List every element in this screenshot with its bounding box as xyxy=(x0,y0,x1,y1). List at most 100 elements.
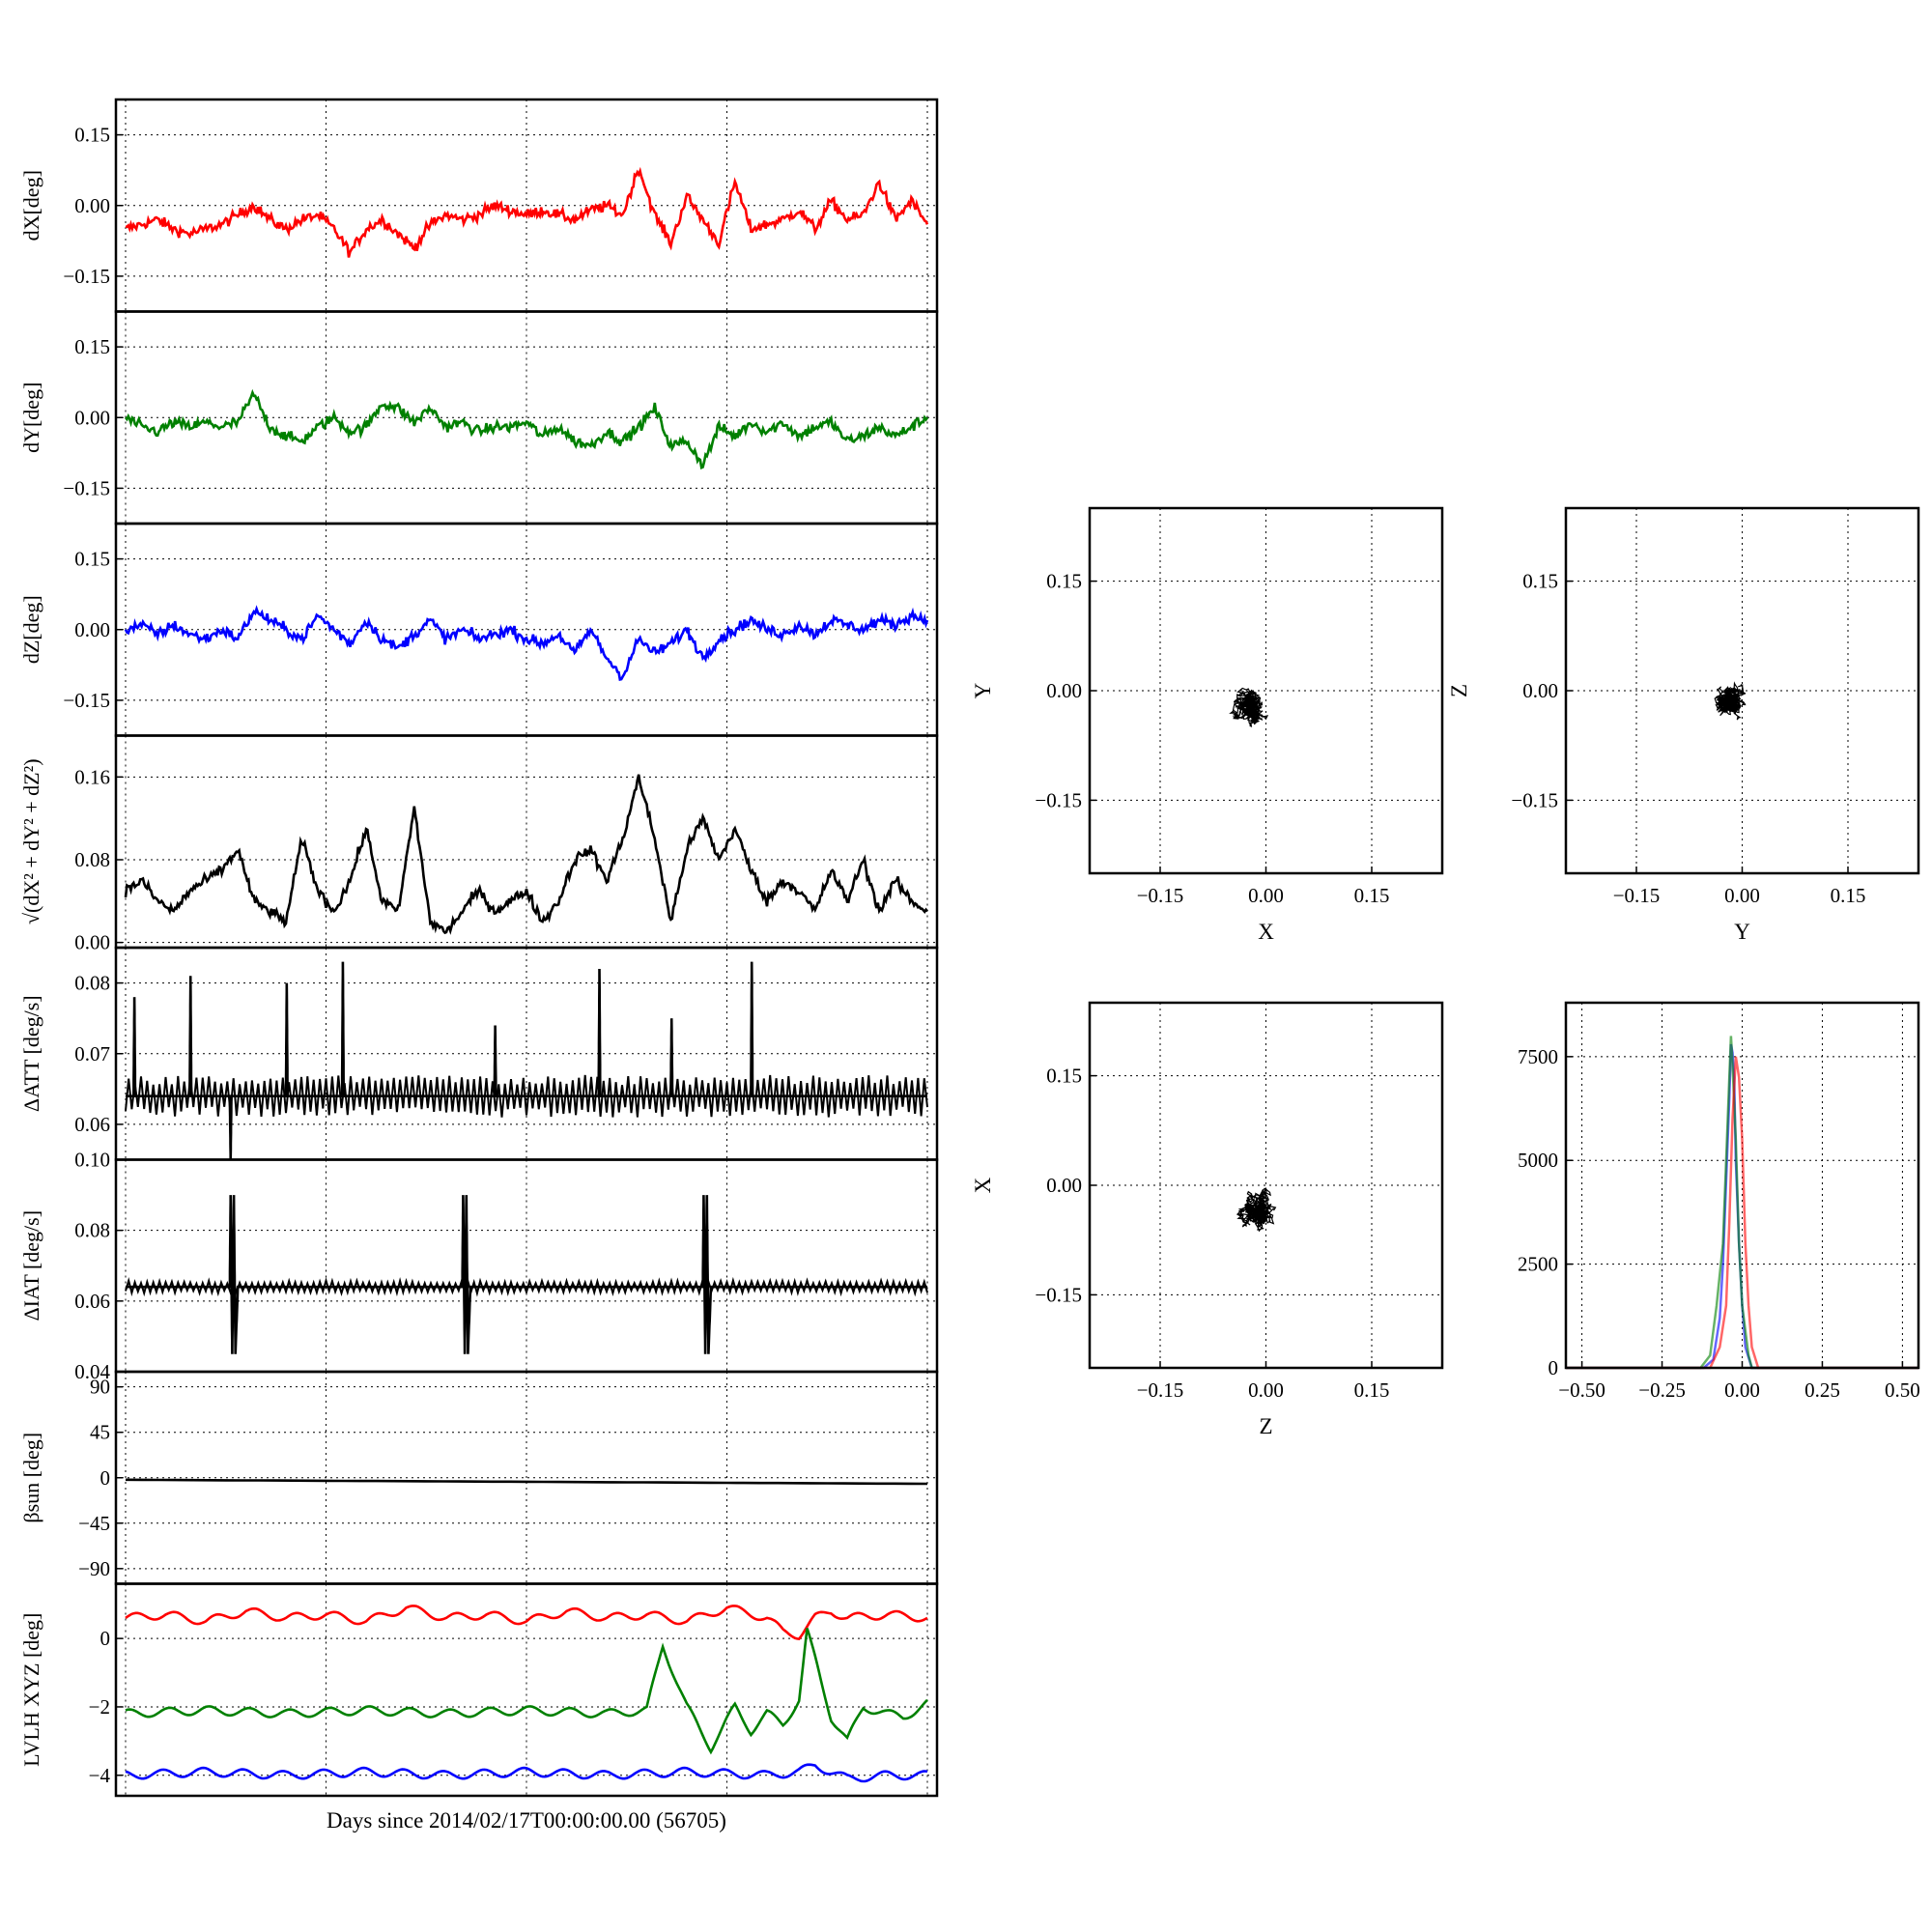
x-tick-label: 0.00 xyxy=(1724,884,1760,907)
scatter-trace xyxy=(1236,1186,1277,1233)
y-axis-label: ΔIAT [deg/s] xyxy=(19,1210,43,1321)
y-axis-label: Y xyxy=(971,682,995,698)
panel-mag: 0.16 0.08 0.00 √(dX² + dY² + dZ²) xyxy=(19,734,939,954)
series-line xyxy=(125,166,929,258)
x-tick-label: −0.50 xyxy=(1558,1378,1605,1402)
y-tick-label: 0.08 xyxy=(74,848,110,871)
y-tick-label: 45 xyxy=(90,1421,110,1444)
panel-lvlh: 0 −2 −4 LVLH XYZ [deg] xyxy=(19,1582,939,1798)
series-line xyxy=(124,774,929,935)
y-tick-label: 0.16 xyxy=(74,765,110,788)
x-axis-label: Y xyxy=(1734,920,1750,944)
y-tick-label: 0.00 xyxy=(1046,1174,1082,1197)
scatter-yz: −0.15 0.00 0.15 −0.15 0.00 0.15 Y Z xyxy=(1447,506,1920,944)
x-tick-label: 0.15 xyxy=(1354,884,1390,907)
y-tick-label: −0.15 xyxy=(1035,788,1082,811)
scatter-xy: −0.15 0.00 0.15 −0.15 0.00 0.15 X Y xyxy=(971,506,1444,944)
y-tick-label: 0 xyxy=(100,1466,111,1490)
y-axis-label: βsun [deg] xyxy=(19,1433,43,1523)
series-line xyxy=(125,1628,928,1755)
y-tick-label: 0.04 xyxy=(74,1360,110,1383)
y-tick-label: 0 xyxy=(1548,1356,1559,1379)
scatter-trace xyxy=(1714,681,1747,721)
panel-dy: 0.15 0.00 −0.15 dY[deg] xyxy=(19,310,939,526)
series-line xyxy=(125,1605,928,1640)
panel-frame xyxy=(1088,1001,1444,1370)
y-tick-label: −0.15 xyxy=(1511,788,1558,811)
y-axis-label: ΔATT [deg/s] xyxy=(19,995,43,1112)
y-tick-label: −0.15 xyxy=(1035,1283,1082,1306)
x-tick-label: −0.15 xyxy=(1613,884,1661,907)
scatter-panels: −0.15 0.00 0.15 −0.15 0.00 0.15 X Y −0.15 0.00 0.1… xyxy=(971,506,1920,1438)
y-tick-label: 0.00 xyxy=(74,931,110,954)
y-tick-label: 0.00 xyxy=(74,618,110,641)
x-tick-label: 0.15 xyxy=(1831,884,1866,907)
panel-diat: 0.10 0.08 0.06 0.04 ΔIAT [deg/s] xyxy=(19,1149,939,1383)
y-axis-label: dY[deg] xyxy=(19,383,43,453)
series-line xyxy=(124,605,929,681)
y-axis-label: dX[deg] xyxy=(19,170,43,241)
x-tick-label: 0.50 xyxy=(1885,1378,1920,1402)
y-tick-label: 0.15 xyxy=(1046,570,1082,593)
y-axis-label: dZ[deg] xyxy=(19,595,43,664)
series-line xyxy=(125,1478,928,1486)
y-tick-label: 0.00 xyxy=(1522,679,1558,702)
panel-frame xyxy=(1564,1001,1920,1370)
x-tick-label: 0.15 xyxy=(1354,1378,1390,1402)
y-tick-label: 0.15 xyxy=(1522,570,1558,593)
y-tick-label: −0.15 xyxy=(63,265,110,288)
panel-frame xyxy=(1564,506,1920,875)
series-line xyxy=(126,961,927,1160)
y-tick-label: 0.00 xyxy=(74,194,110,217)
y-axis-label: LVLH XYZ [deg] xyxy=(19,1613,43,1767)
y-tick-label: −90 xyxy=(78,1557,110,1580)
y-axis-label: √(dX² + dY² + dZ²) xyxy=(19,758,43,924)
x-tick-label: 0.25 xyxy=(1804,1378,1840,1402)
y-tick-label: 0.15 xyxy=(1046,1065,1082,1088)
y-tick-label: 0 xyxy=(100,1627,111,1650)
scatter-trace xyxy=(1229,687,1269,727)
y-tick-label: 0.06 xyxy=(74,1113,110,1136)
y-tick-label: 0.08 xyxy=(74,1219,110,1242)
y-tick-label: 2500 xyxy=(1518,1253,1558,1276)
y-tick-label: 0.15 xyxy=(74,335,110,358)
y-tick-label: 0.08 xyxy=(74,972,110,995)
panel-frame xyxy=(114,1582,939,1798)
x-tick-label: −0.15 xyxy=(1137,1378,1184,1402)
series-band xyxy=(125,1074,928,1118)
series-line xyxy=(126,1195,927,1354)
series-line xyxy=(125,1763,928,1783)
y-tick-label: 0.00 xyxy=(74,406,110,429)
y-tick-label: −0.15 xyxy=(63,476,110,499)
y-tick-label: 5000 xyxy=(1518,1149,1558,1172)
series-line xyxy=(124,388,929,469)
y-tick-label: −0.15 xyxy=(63,689,110,712)
hist-series xyxy=(1566,1056,1918,1370)
y-tick-label: −2 xyxy=(89,1695,110,1719)
panel-beta: 90 45 0 −45 −90 βsun [deg] xyxy=(19,1370,939,1585)
panel-frame xyxy=(1088,506,1444,875)
scatter-zx: −0.15 0.00 0.15 −0.15 0.00 0.15 Z X xyxy=(971,1001,1444,1438)
time-series-stack: 0.15 0.00 −0.15 dX[deg] 0.15 0.00 −0.15 dY[deg]… xyxy=(19,98,939,1798)
x-tick-label: 0.00 xyxy=(1724,1378,1760,1402)
panel-datt: 0.08 0.07 0.06 ΔATT [deg/s] xyxy=(19,946,939,1161)
y-tick-label: 0.15 xyxy=(74,548,110,571)
x-axis-label: X xyxy=(1258,920,1274,944)
y-tick-label: 0.07 xyxy=(74,1042,110,1065)
x-axis-label: Days since 2014/02/17T00:00:00.00 (56705… xyxy=(327,1808,726,1833)
y-tick-label: −45 xyxy=(78,1512,110,1535)
x-axis-label: Z xyxy=(1259,1414,1272,1438)
y-tick-label: −4 xyxy=(89,1764,111,1787)
series-band xyxy=(125,1276,928,1297)
x-tick-label: −0.15 xyxy=(1137,884,1184,907)
y-tick-label: 0.00 xyxy=(1046,679,1082,702)
x-tick-label: 0.00 xyxy=(1248,884,1284,907)
y-tick-label: 0.10 xyxy=(74,1149,110,1172)
panel-dz: 0.15 0.00 −0.15 dZ[deg] xyxy=(19,522,939,737)
x-tick-label: −0.25 xyxy=(1638,1378,1686,1402)
y-axis-label: Z xyxy=(1447,684,1471,697)
x-tick-label: 0.00 xyxy=(1248,1378,1284,1402)
panel-dx: 0.15 0.00 −0.15 dX[deg] xyxy=(19,98,939,313)
y-tick-label: 7500 xyxy=(1518,1045,1558,1068)
